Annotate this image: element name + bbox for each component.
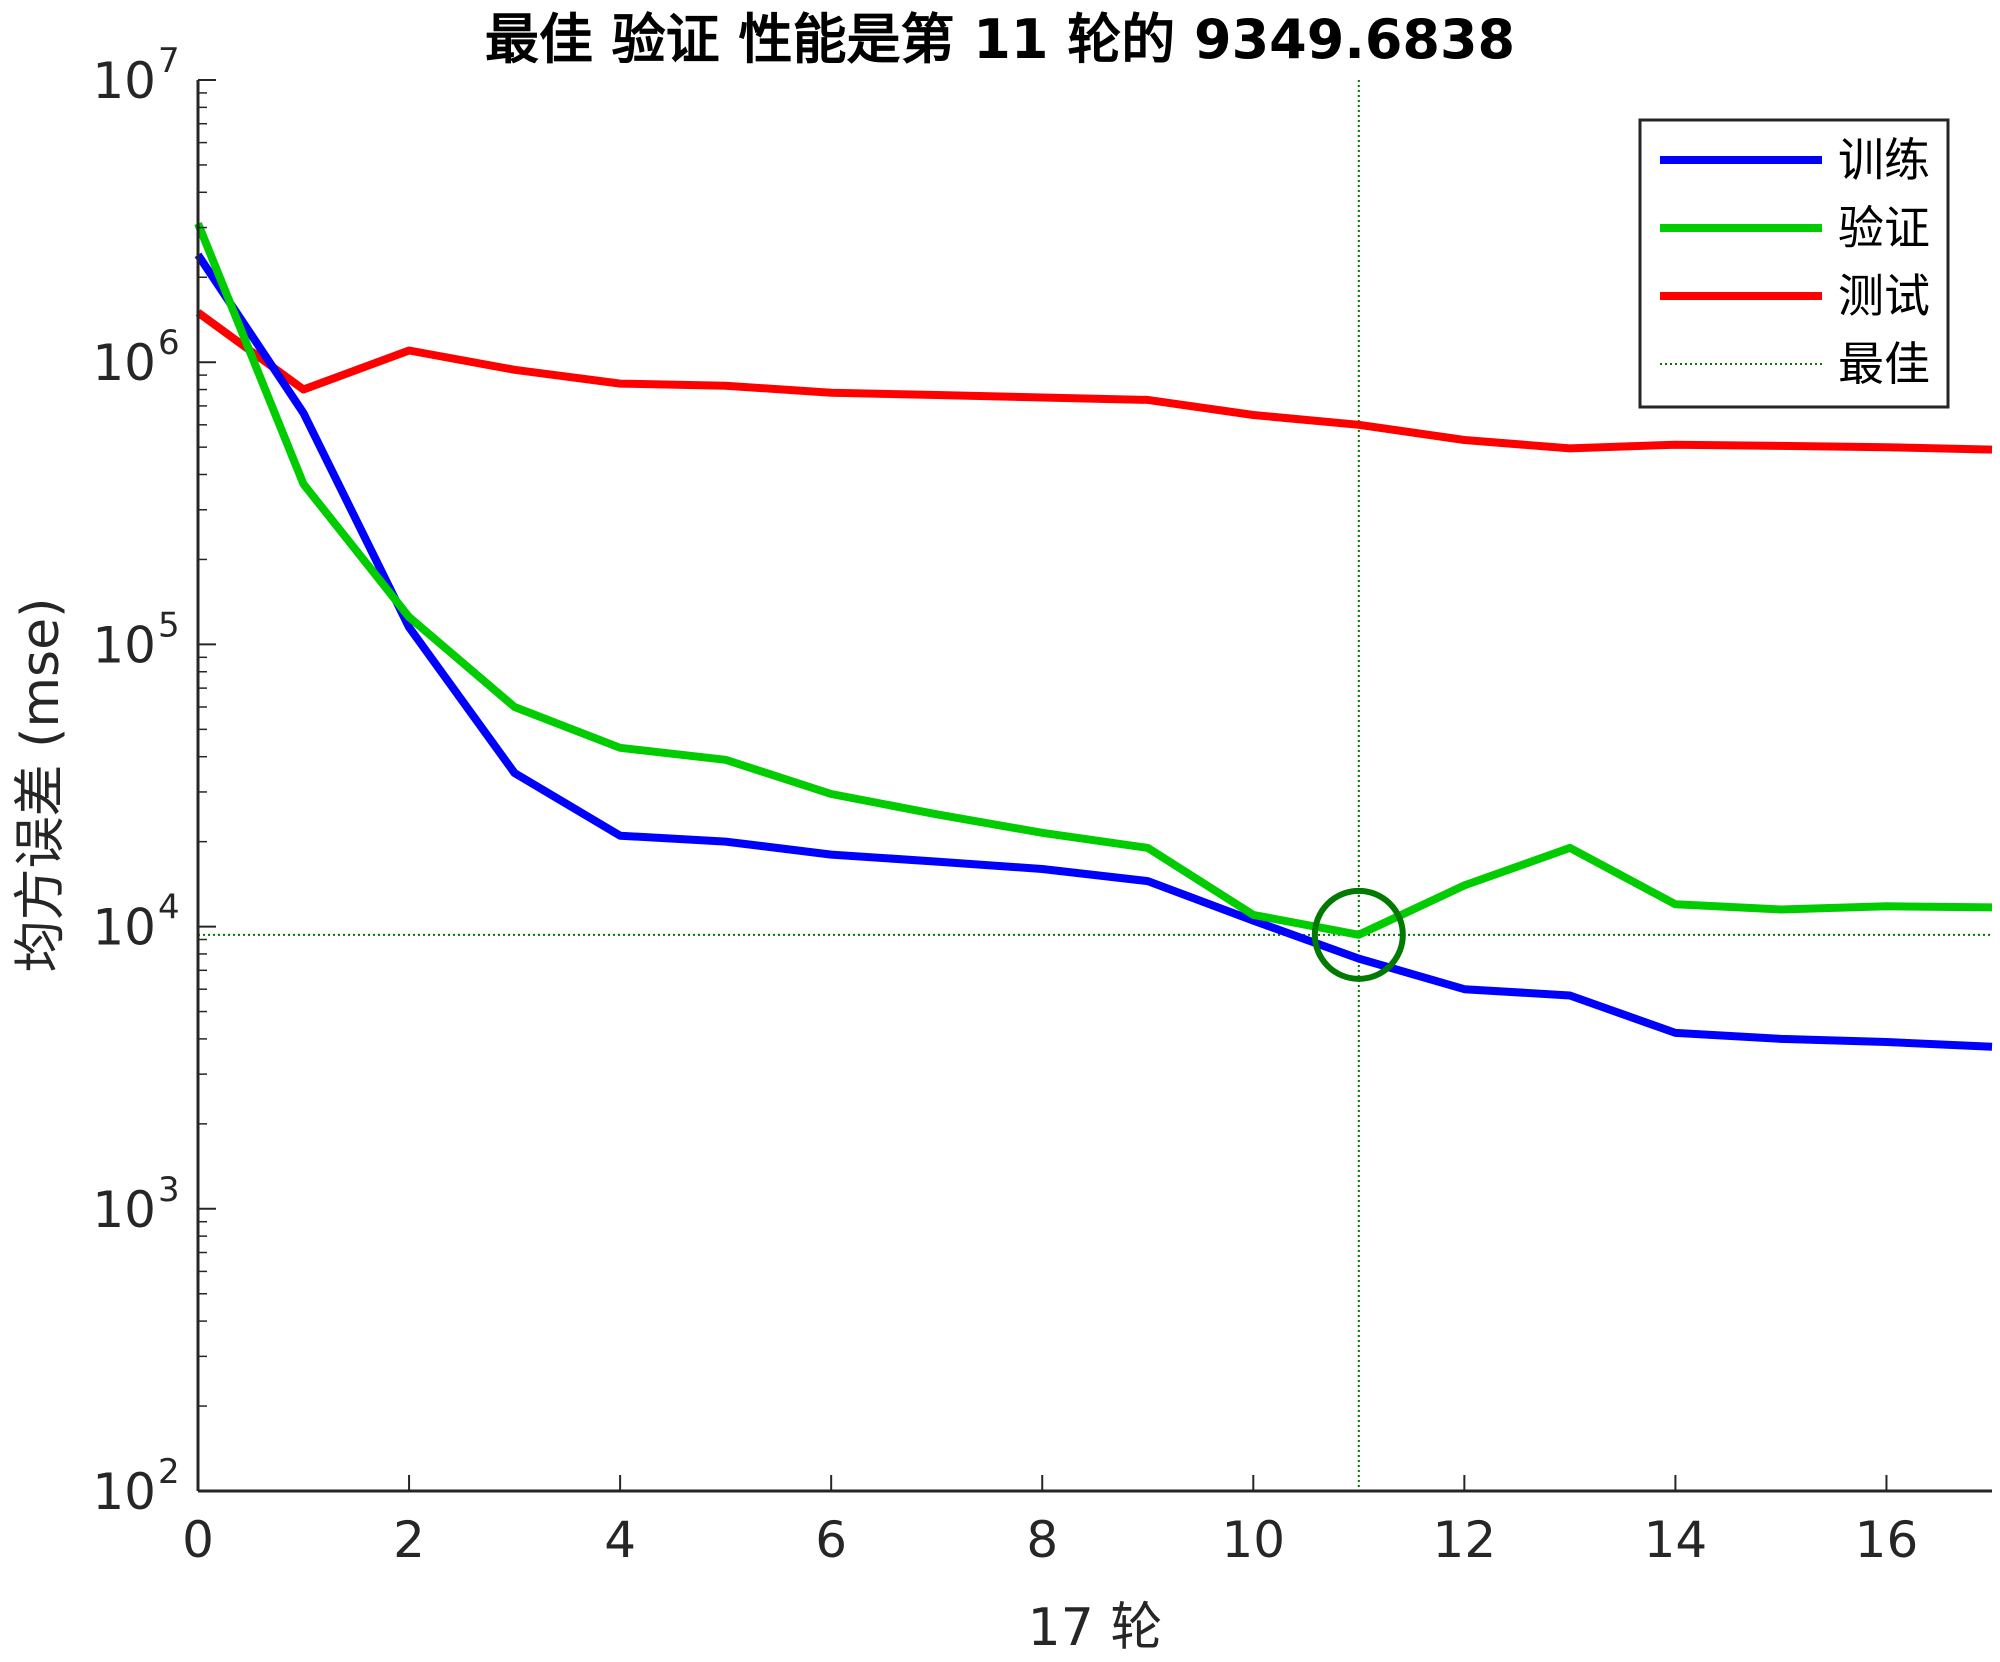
y-tick-label: 10 [92, 334, 156, 392]
x-tick-label: 10 [1221, 1511, 1285, 1569]
y-tick-exponent: 4 [158, 888, 180, 928]
axes [196, 80, 1992, 1493]
y-tick-label: 10 [92, 52, 156, 110]
legend-label: 测试 [1838, 269, 1930, 323]
x-tick-label: 14 [1644, 1511, 1708, 1569]
x-tick-label: 4 [604, 1511, 636, 1569]
y-tick-exponent: 7 [158, 41, 180, 81]
series-line-1 [194, 221, 1993, 939]
legend-label: 最佳 [1838, 337, 1930, 391]
y-tick-exponent: 3 [158, 1170, 180, 1210]
y-tick-exponent: 2 [158, 1452, 180, 1492]
x-tick-label: 6 [815, 1511, 847, 1569]
series-line-2 [195, 309, 1993, 454]
x-ticks: 0 2 4 6 8 10 12 14 16 [182, 1475, 1918, 1569]
legend-label: 训练 [1838, 133, 1930, 187]
chart-title: 最佳 验证 性能是第 11 轮的 9349.6838 [485, 8, 1515, 71]
x-tick-label: 12 [1433, 1511, 1497, 1569]
legend-label: 验证 [1838, 201, 1930, 255]
x-tick-label: 2 [393, 1511, 425, 1569]
x-tick-label: 8 [1026, 1511, 1058, 1569]
y-tick-exponent: 6 [158, 323, 180, 363]
x-tick-label: 0 [182, 1511, 214, 1569]
series-line-0 [194, 252, 1993, 1051]
legend-box [1638, 118, 1950, 409]
x-tick-label: 16 [1855, 1511, 1919, 1569]
plot-area [194, 80, 1993, 1491]
y-tick-label: 10 [92, 899, 156, 957]
y-tick-label: 10 [92, 1463, 156, 1521]
y-axis-label: 均方误差 (mse) [11, 598, 71, 973]
best-marker [1311, 887, 1406, 982]
y-tick-exponent: 5 [158, 605, 180, 645]
y-tick-label: 10 [92, 616, 156, 674]
y-tick-label: 10 [92, 1181, 156, 1239]
x-axis-label: 17 轮 [1028, 1598, 1163, 1658]
